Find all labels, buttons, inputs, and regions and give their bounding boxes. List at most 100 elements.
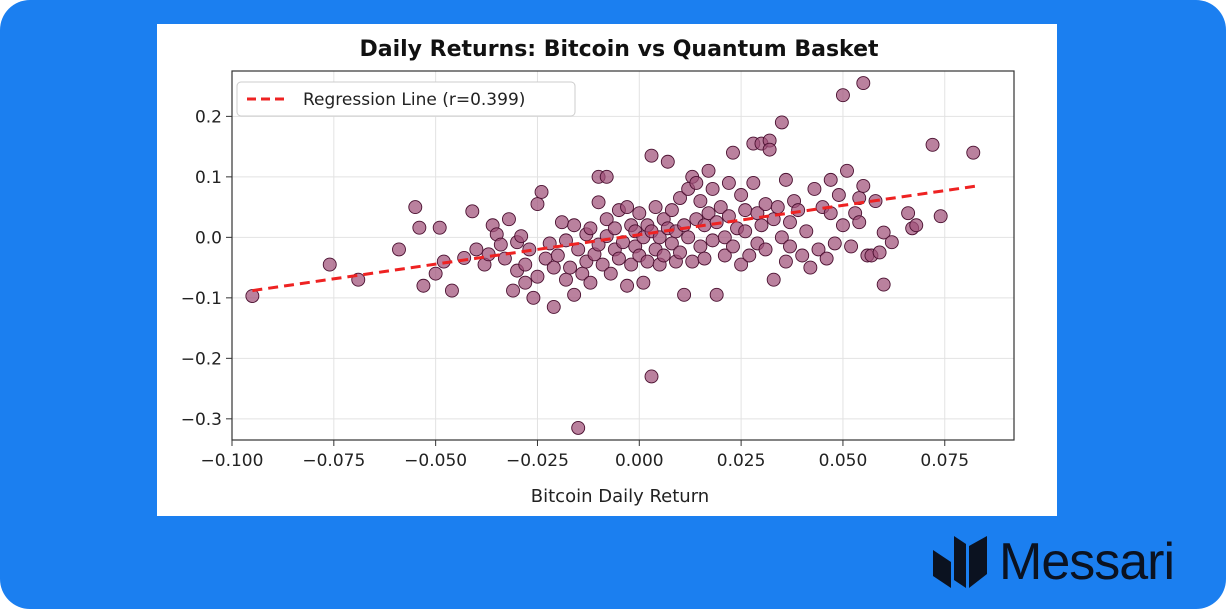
data-point <box>831 188 846 202</box>
data-point <box>408 200 423 215</box>
data-point <box>689 175 704 190</box>
data-point <box>599 169 614 184</box>
data-point <box>746 175 761 190</box>
y-axis-ticks: 0.2 0.1 0.0 −0.1 −0.2 −0.3 <box>181 107 232 430</box>
x-tick-label: 0.075 <box>920 451 969 471</box>
data-point <box>925 137 940 152</box>
data-point <box>322 257 337 272</box>
data-point <box>758 197 773 212</box>
data-point <box>827 236 842 251</box>
data-point <box>599 212 614 227</box>
data-point <box>783 239 797 254</box>
x-tick-label: 0.000 <box>615 451 664 471</box>
y-tick-label: 0.0 <box>195 228 222 248</box>
data-point <box>774 115 789 130</box>
data-point <box>734 257 749 272</box>
data-point <box>876 277 891 292</box>
data-point <box>392 242 406 257</box>
data-point <box>567 218 582 233</box>
data-point <box>432 220 447 235</box>
messari-logo-icon <box>933 536 987 588</box>
data-point <box>656 248 671 263</box>
data-point <box>428 266 443 281</box>
data-point <box>754 218 769 233</box>
x-tick-label: 0.050 <box>819 451 868 471</box>
data-point <box>876 225 891 240</box>
data-point <box>835 88 850 103</box>
data-point <box>493 237 508 252</box>
data-point <box>673 245 687 260</box>
data-point <box>567 287 582 302</box>
data-point <box>620 278 635 293</box>
data-point <box>245 289 260 303</box>
data-point <box>811 242 826 257</box>
data-point <box>966 145 981 160</box>
data-point <box>840 163 854 178</box>
data-point <box>673 191 687 205</box>
data-point <box>632 206 647 221</box>
data-point <box>734 188 749 202</box>
data-point <box>611 251 626 266</box>
data-point <box>933 209 948 224</box>
plot-frame <box>231 70 1015 441</box>
data-point <box>738 224 753 239</box>
data-point <box>705 182 720 196</box>
data-point <box>563 260 578 275</box>
data-point <box>778 254 793 269</box>
data-point <box>685 254 700 269</box>
data-point <box>721 175 736 190</box>
data-point <box>620 200 635 215</box>
data-point <box>664 203 679 218</box>
data-point <box>778 172 793 187</box>
data-point <box>518 275 533 290</box>
data-point <box>506 283 520 298</box>
data-point <box>514 229 529 244</box>
data-point <box>770 200 785 215</box>
data-point <box>795 248 810 263</box>
brand-name: Messari <box>999 533 1175 591</box>
data-point <box>835 218 850 233</box>
data-point <box>819 251 834 266</box>
data-point <box>713 200 728 215</box>
y-tick-label: −0.3 <box>181 410 222 430</box>
data-point <box>530 197 545 212</box>
data-point <box>481 247 496 262</box>
data-point <box>652 230 667 245</box>
data-point <box>758 242 773 257</box>
data-point <box>530 269 545 284</box>
data-point <box>624 257 639 272</box>
data-point <box>738 203 753 218</box>
x-tick-label: −0.050 <box>404 451 467 471</box>
data-point <box>518 257 533 272</box>
data-point <box>709 287 724 302</box>
legend: Regression Line (r=0.399) <box>236 81 576 117</box>
data-point <box>766 272 781 287</box>
data-points <box>245 76 981 435</box>
data-point <box>823 172 838 187</box>
data-point <box>762 142 777 157</box>
data-point <box>693 239 708 254</box>
data-point <box>856 76 871 91</box>
data-point <box>774 230 789 245</box>
data-point <box>884 235 899 250</box>
regression-line-layer <box>252 184 978 293</box>
data-point <box>444 283 459 298</box>
x-tick-label: −0.025 <box>506 451 569 471</box>
data-point <box>583 221 598 236</box>
data-point <box>677 287 692 302</box>
y-tick-label: 0.1 <box>195 168 222 188</box>
data-point <box>559 272 573 287</box>
data-point <box>909 218 924 233</box>
data-point <box>726 239 740 254</box>
x-axis-ticks: −0.100 −0.075 −0.050 −0.025 0.000 0.025 0.050 0… <box>201 440 969 471</box>
y-tick-label: −0.1 <box>181 289 222 309</box>
data-point <box>571 420 586 435</box>
x-tick-label: −0.100 <box>201 451 264 471</box>
data-point <box>799 224 814 239</box>
data-point <box>697 251 712 266</box>
data-point <box>726 145 740 160</box>
legend-regression-label: Regression Line (r=0.399) <box>303 90 525 110</box>
data-point <box>852 215 867 230</box>
data-point <box>872 245 887 260</box>
